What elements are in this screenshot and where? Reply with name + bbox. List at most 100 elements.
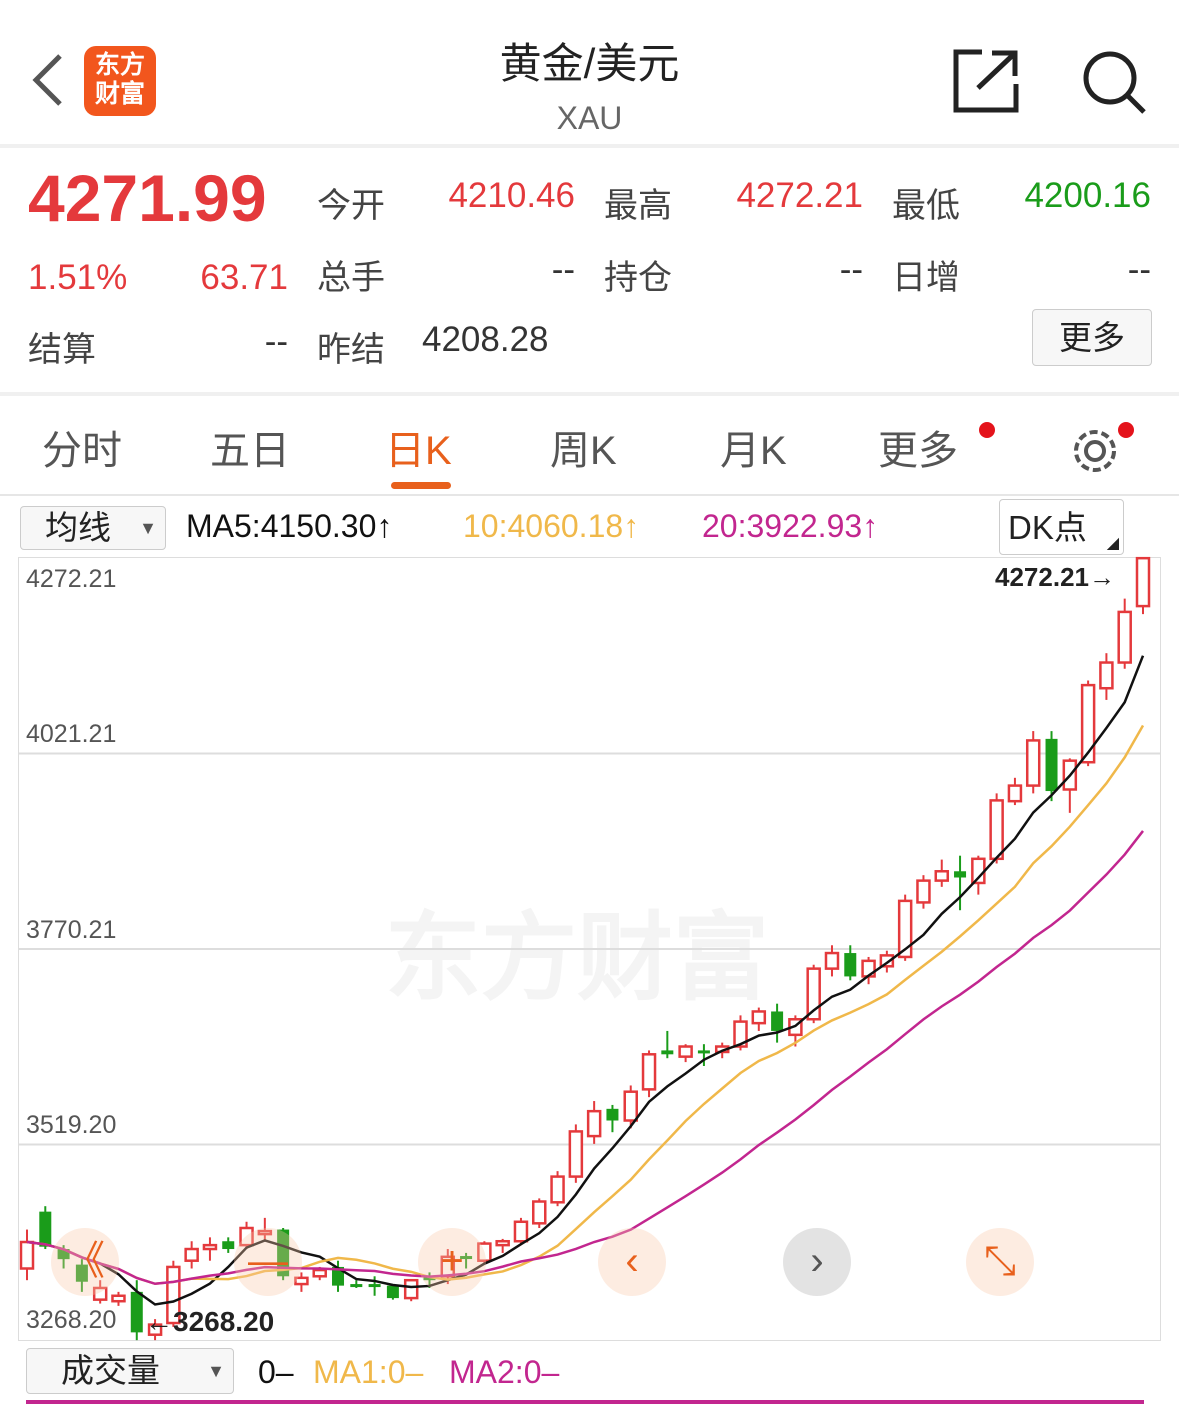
move-left-button[interactable]: ‹ [598,1228,666,1296]
scroll-left-fast-button[interactable]: 《 [51,1228,119,1296]
candle [403,1278,419,1302]
max-price-label: 4272.21→ [995,562,1115,592]
candle [368,1276,381,1296]
candle-body [222,1241,235,1250]
candle-body [771,1011,784,1031]
candle [771,1003,784,1043]
active-tab-indicator [391,482,451,489]
tab-more[interactable]: 更多 [878,429,958,473]
indicator-select[interactable]: 均线 ▼ [20,506,166,550]
share-icon[interactable] [952,48,1020,114]
candle-body [697,1050,710,1054]
candle [550,1171,565,1207]
candle [202,1237,218,1261]
candle [277,1227,290,1281]
tab-five-day[interactable]: 五日 [210,429,290,473]
search-icon[interactable] [1080,48,1148,114]
high-value: 4272.21 [736,176,863,215]
candle-body [1099,661,1114,690]
settle-label: 结算 [28,331,96,369]
candle-body [1117,610,1132,664]
high-label: 最高 [604,187,672,225]
logo-text: 东方 [94,51,145,79]
candle-body [257,1229,273,1236]
candle [1080,680,1096,767]
candle [111,1291,126,1306]
candle [532,1198,547,1228]
candle-body [130,1291,143,1333]
tab-intraday[interactable]: 分时 [42,429,122,473]
candle-body [239,1226,254,1247]
candle [1135,556,1151,615]
candle-body [1045,738,1058,792]
settle-value: -- [264,322,288,361]
volume-value: -- [551,250,575,289]
volume-select-label: 成交量 [61,1352,160,1389]
candle [697,1044,710,1066]
tab-weekly-k[interactable]: 周K [550,429,617,473]
move-right-button[interactable]: › [783,1228,851,1296]
candle-body [513,1220,529,1243]
candle [513,1217,529,1246]
candle-body [184,1247,199,1262]
candle [1117,598,1132,669]
candle-body [844,953,857,977]
watermark: 东方财富 [385,905,769,1012]
candle-body [19,1240,35,1270]
candle-body [460,1256,473,1260]
candle [1025,731,1041,794]
candle [954,855,967,911]
page-title: 黄金/美元 [499,40,680,87]
zoom-in-button[interactable]: + [418,1228,486,1296]
candle [477,1241,492,1265]
candle [623,1085,638,1129]
candle [606,1104,619,1133]
candle [350,1280,363,1288]
tab-daily-k[interactable]: 日K [385,429,452,473]
dk-point-button[interactable]: DK点 ◢ [999,499,1124,555]
y-tick-label: 3268.20 [26,1306,117,1334]
page-subtitle: XAU [556,100,623,136]
ma20-line [26,830,1144,1286]
zoom-out-button[interactable]: — [234,1228,302,1296]
open-interest-label: 持仓 [604,259,672,297]
candle-body [733,1020,748,1048]
volume-value: 0– [258,1354,294,1390]
candle-body [532,1200,547,1225]
back-icon[interactable] [30,52,66,108]
daily-increase-value: -- [1127,250,1151,289]
candle [586,1101,602,1144]
dk-point-label: DK点 [1008,509,1087,546]
candle [184,1241,199,1269]
candle [751,1007,767,1031]
candle [19,1229,35,1281]
period-tabs: 分时 五日 日K 周K 月K 更多 [0,392,1179,496]
candle-body [934,870,950,882]
notification-dot [979,422,995,438]
candle [824,945,840,977]
more-quote-button[interactable]: 更多 [1032,309,1152,366]
fullscreen-button[interactable]: ⤡ [966,1228,1034,1296]
candle-body [954,871,967,878]
low-value: 4200.16 [1024,176,1151,215]
candle [92,1280,108,1304]
tab-monthly-k[interactable]: 月K [720,429,787,473]
candle [916,875,931,909]
prev-settle-label: 昨结 [317,331,385,369]
min-price-label: ←3268.20 [145,1306,275,1337]
last-price: 4271.99 [28,161,267,235]
candle [661,1030,674,1059]
candle-body [386,1285,399,1299]
candle [147,1319,163,1341]
candle [39,1206,52,1250]
indicator-select-label: 均线 [45,509,111,546]
candle-body [824,951,840,970]
candle [130,1280,143,1341]
candle-body [312,1268,327,1278]
candle [1062,758,1078,813]
ma10-value: 10:4060.18↑ [463,508,640,544]
settings-gear-icon[interactable] [1068,424,1122,478]
candlestick-chart[interactable] [18,557,1161,1341]
candle [239,1221,254,1250]
volume-indicator-select[interactable]: 成交量 ▼ [26,1348,234,1394]
